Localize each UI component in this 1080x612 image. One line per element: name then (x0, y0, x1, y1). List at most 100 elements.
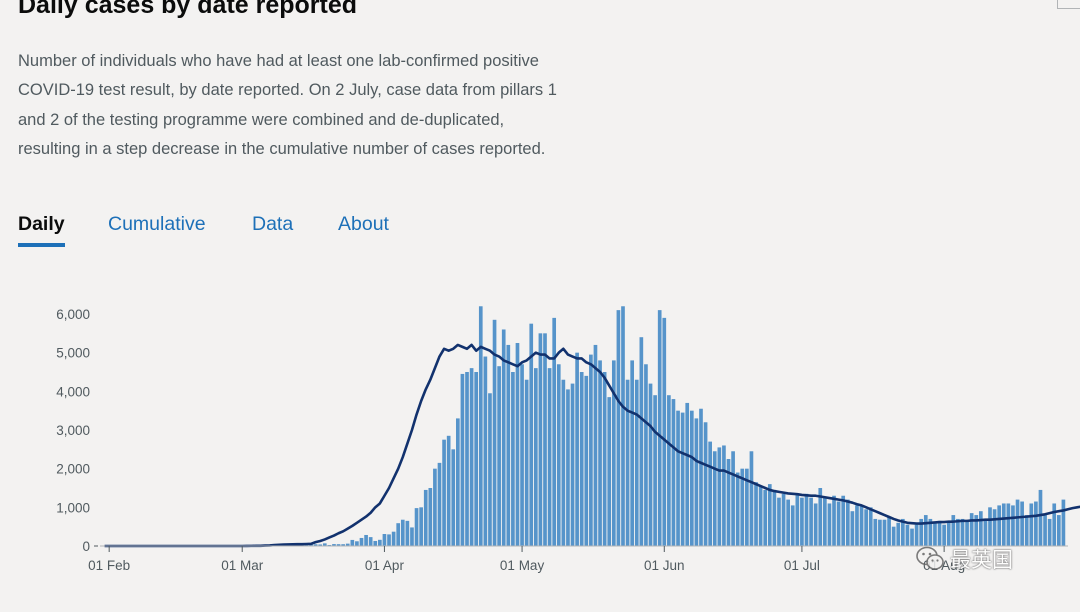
daily-case-bar (410, 527, 414, 546)
daily-case-bar (373, 540, 378, 546)
daily-case-bar (699, 408, 703, 546)
daily-case-bar (566, 389, 570, 546)
daily-case-bar (800, 497, 804, 546)
daily-case-bar (942, 524, 946, 546)
daily-case-bar (469, 368, 474, 546)
daily-case-bar (570, 383, 575, 546)
daily-case-bar (419, 507, 423, 546)
daily-case-bar (671, 399, 676, 546)
daily-case-bar (864, 509, 868, 546)
daily-case-bar (859, 505, 864, 546)
x-tick-label: 01 Jun (644, 558, 685, 573)
daily-case-bar (575, 352, 579, 546)
daily-case-bar (611, 360, 616, 546)
daily-case-bar (708, 441, 712, 546)
daily-case-bar (336, 544, 341, 546)
daily-case-bar (1043, 515, 1047, 546)
daily-case-bar (1056, 515, 1061, 546)
daily-case-bar (992, 509, 997, 546)
daily-case-bar (607, 397, 612, 546)
daily-case-bar (676, 410, 680, 546)
daily-case-bar (855, 505, 859, 546)
daily-case-bar (988, 507, 992, 546)
daily-case-bar (910, 528, 914, 546)
daily-case-bar (1061, 499, 1066, 546)
daily-case-bar (327, 544, 332, 546)
daily-case-bar (1034, 501, 1038, 546)
daily-case-bar (501, 329, 506, 546)
daily-case-bar (997, 505, 1002, 546)
tab-data[interactable]: Data (252, 213, 294, 235)
seven-day-average-line (104, 343, 1080, 548)
daily-case-bar (511, 372, 515, 546)
tab-about[interactable]: About (338, 213, 389, 235)
daily-case-bar (556, 364, 561, 546)
tab-daily[interactable]: Daily (18, 213, 65, 235)
daily-case-bar (928, 518, 933, 546)
daily-case-bar (313, 544, 318, 546)
daily-case-bar (891, 526, 896, 546)
daily-case-bar (1038, 489, 1043, 546)
x-tick-label: 01 Feb (88, 558, 130, 573)
daily-case-bar (1015, 499, 1020, 546)
daily-case-bar (529, 323, 534, 546)
x-tick-label: 01 May (500, 558, 545, 573)
daily-case-bar (355, 541, 359, 546)
daily-case-bar (763, 489, 768, 546)
daily-case-bar (1052, 503, 1057, 546)
daily-case-bar (722, 445, 726, 546)
daily-case-bar (841, 495, 846, 546)
daily-case-bar (359, 537, 364, 546)
daily-case-bar (832, 495, 836, 546)
active-tab-indicator (18, 243, 65, 247)
daily-case-bar (304, 544, 309, 546)
daily-case-bar (625, 379, 630, 546)
daily-case-bar (979, 511, 983, 546)
daily-case-bar (818, 488, 823, 546)
y-tick-label: 0 (82, 539, 90, 554)
daily-case-bar (887, 517, 891, 546)
daily-case-bar (602, 372, 607, 546)
daily-case-bar (423, 489, 428, 546)
daily-case-bar (368, 537, 373, 546)
daily-case-bar (1024, 515, 1029, 546)
trend-line-series (104, 343, 1080, 548)
daily-case-bar (456, 418, 460, 546)
daily-case-bar (446, 435, 451, 546)
daily-case-bar (593, 344, 598, 546)
daily-case-bar (533, 368, 538, 546)
daily-case-bar (1029, 503, 1034, 546)
daily-case-bar (667, 395, 671, 546)
watermark: 最英国 (916, 544, 1013, 574)
daily-case-bar (717, 447, 722, 546)
daily-case-bar (878, 519, 882, 546)
daily-case-bar (506, 344, 511, 546)
daily-case-bar (396, 523, 401, 546)
daily-case-bar (951, 515, 956, 546)
daily-case-bar (974, 515, 979, 546)
x-tick-label: 01 Apr (365, 558, 405, 573)
daily-case-bar (868, 507, 873, 546)
daily-case-bar (901, 518, 905, 546)
daily-case-bar (524, 379, 529, 546)
x-tick-label: 01 Mar (221, 558, 264, 573)
daily-case-bar (790, 505, 795, 546)
daily-case-bar (474, 372, 479, 546)
y-tick-label: 1,000 (56, 500, 90, 515)
daily-case-bar (598, 360, 602, 546)
daily-case-bar (689, 410, 694, 546)
daily-case-bar (873, 518, 878, 546)
daily-case-bar (460, 373, 465, 546)
tab-cumulative[interactable]: Cumulative (108, 213, 206, 235)
y-tick-label: 6,000 (56, 307, 90, 322)
wechat-icon (916, 546, 944, 572)
daily-case-bar (735, 472, 740, 546)
daily-case-bar (515, 343, 520, 546)
y-tick-label: 2,000 (56, 462, 90, 477)
daily-case-bar (662, 317, 667, 546)
x-tick-label: 01 Jul (784, 558, 820, 573)
daily-case-bar (630, 360, 635, 546)
daily-case-bar (579, 372, 584, 546)
daily-case-bar (827, 503, 832, 546)
daily-case-bar (680, 412, 685, 546)
